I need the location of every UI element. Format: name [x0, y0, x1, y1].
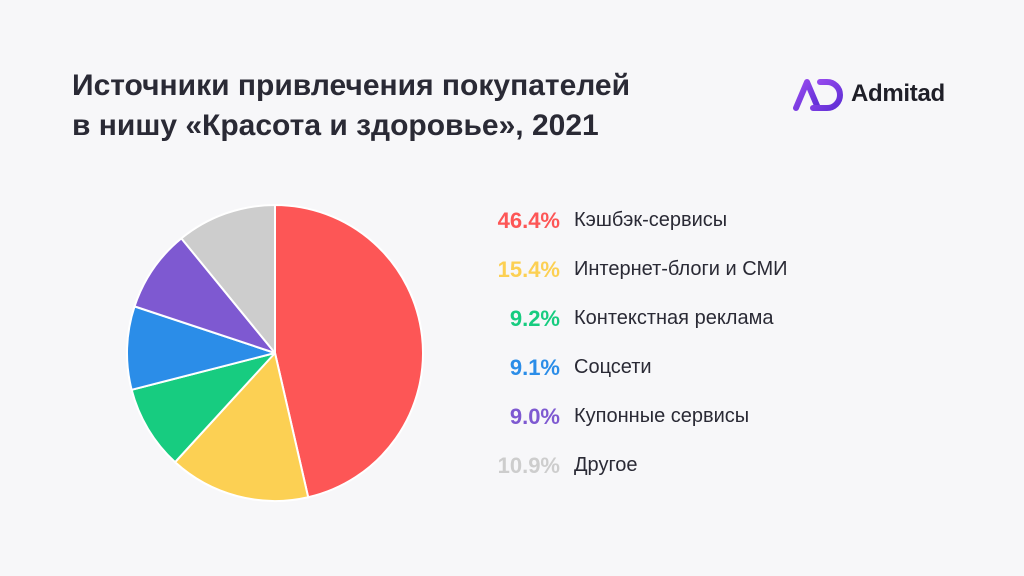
- legend-label: Контекстная реклама: [574, 307, 774, 329]
- legend-label: Кэшбэк-сервисы: [574, 209, 728, 231]
- pie-chart: [125, 204, 424, 502]
- legend-item: 9.1% Соцсети: [460, 343, 788, 392]
- legend-value: 15.4%: [497, 256, 560, 282]
- pie-slice-2: [174, 352, 310, 502]
- legend-item: 46.4% Кэшбэк-сервисы: [460, 196, 788, 245]
- legend-label: Интернет-блоги и СМИ: [574, 258, 788, 280]
- pie-slice-6: [180, 204, 276, 354]
- chart-title-line-1: Источники привлечения покупателей: [72, 69, 631, 102]
- legend-item: 15.4% Интернет-блоги и СМИ: [460, 245, 788, 294]
- pie-slice-3: [130, 352, 276, 464]
- chart-title-line-2: в нишу «Красота и здоровье», 2021: [72, 109, 599, 142]
- admitad-logo-icon: [793, 79, 843, 111]
- chart-title: Источники привлечения покупателей в нишу…: [72, 66, 712, 146]
- legend-item: 10.9% Другое: [460, 441, 788, 490]
- pie-slice-1: [274, 204, 424, 499]
- legend-value: 9.2%: [509, 305, 560, 331]
- legend-label: Другое: [574, 454, 638, 476]
- admitad-logo: Admitad: [793, 76, 945, 112]
- legend-value: 9.1%: [509, 354, 560, 380]
- pie-slice-5: [133, 237, 276, 354]
- legend-item: 9.2% Контекстная реклама: [460, 294, 788, 343]
- legend-value: 46.4%: [497, 207, 560, 233]
- legend-label: Соцсети: [574, 356, 652, 378]
- pie-slice-4: [125, 305, 276, 391]
- legend-value: 10.9%: [497, 452, 560, 478]
- logo-text: Admitad: [851, 80, 945, 107]
- legend: 46.4% Кэшбэк-сервисы 15.4% Интернет-блоги и…: [460, 196, 788, 490]
- legend-value: 9.0%: [509, 403, 560, 429]
- legend-item: 9.0% Купонные сервисы: [460, 392, 788, 441]
- legend-label: Купонные сервисы: [574, 405, 750, 427]
